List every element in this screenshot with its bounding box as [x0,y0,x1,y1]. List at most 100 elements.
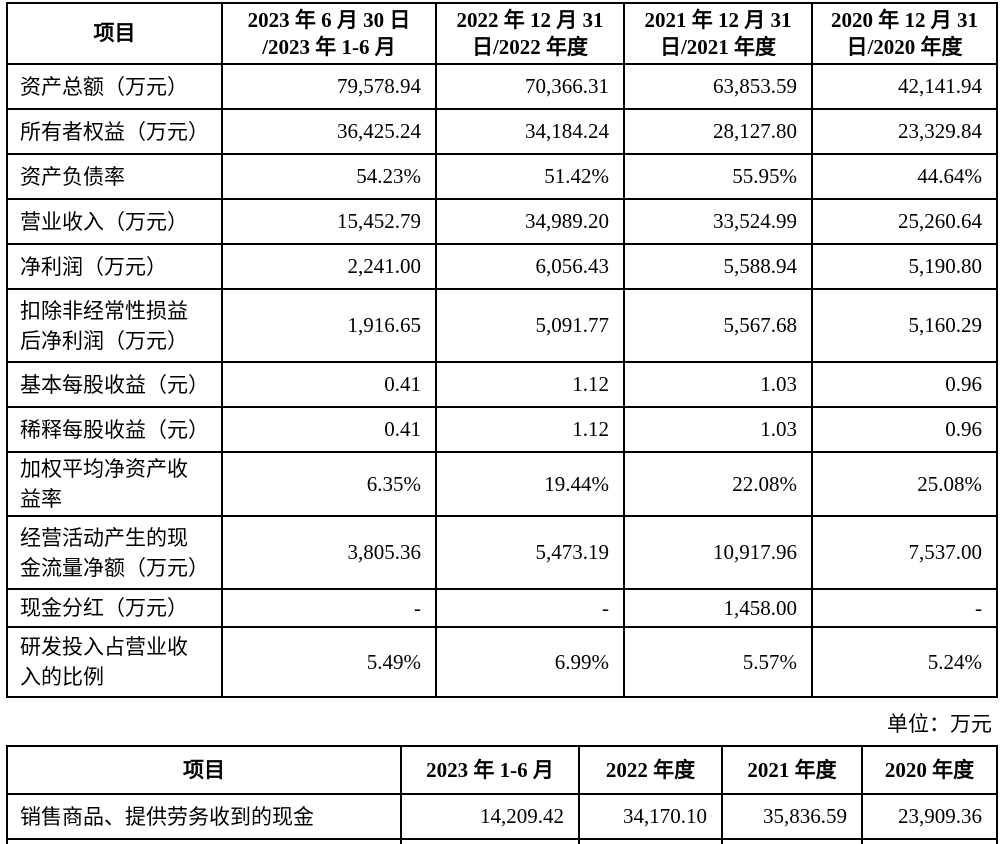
table-row-cash-from-sales: 销售商品、提供劳务收到的现金 14,209.42 34,170.10 35,83… [6,793,998,840]
row-label: 现金分红（万元） [6,588,223,628]
header-item: 项目 [6,2,223,65]
cell-value: 33,524.99 [623,198,813,245]
cell-value: 23,329.84 [811,108,998,155]
cell-value: 6.35% [221,451,437,517]
header-period-2022: 2022 年 12 月 31 日/2022 年度 [435,2,625,65]
cell-value: 51.42% [435,153,625,200]
financial-summary-table-header: 项目 2023 年 6 月 30 日 /2023 年 1-6 月 2022 年 … [6,2,998,65]
cell-value: 5,160.29 [811,288,998,363]
cell-value: 1,916.65 [221,288,437,363]
row-label: 稀释每股收益（元） [6,406,223,453]
cell-value: 5,473.19 [435,515,625,590]
cell-value: 5,190.80 [811,243,998,290]
table-row-net-profit: 净利润（万元） 2,241.00 6,056.43 5,588.94 5,190… [6,243,998,290]
row-label: 资产负债率 [6,153,223,200]
cell-value: 42,141.94 [811,63,998,110]
cell-value: 6.99% [435,626,625,698]
cell-value-empty [861,838,998,844]
cell-value: 34,989.20 [435,198,625,245]
cell-value: 5,588.94 [623,243,813,290]
cell-value-empty [721,838,863,844]
header-item: 项目 [6,745,402,795]
row-label: 资产总额（万元） [6,63,223,110]
cell-value: 5.49% [221,626,437,698]
cell-value: 35,836.59 [721,793,863,840]
table-row-cash-dividend: 现金分红（万元） - - 1,458.00 - [6,588,998,628]
header-2023-h1: 2023 年 1-6 月 [400,745,580,795]
cell-value: 14,209.42 [400,793,580,840]
table-row-rd-ratio: 研发投入占营业收 入的比例 5.49% 6.99% 5.57% 5.24% [6,626,998,698]
cash-flow-table: 项目 2023 年 1-6 月 2022 年度 2021 年度 2020 年度 … [6,745,998,844]
header-period-2020: 2020 年 12 月 31 日/2020 年度 [811,2,998,65]
cell-value: 1.12 [435,406,625,453]
cell-value: 55.95% [623,153,813,200]
table-row-owners-equity: 所有者权益（万元） 36,425.24 34,184.24 28,127.80 … [6,108,998,155]
cell-value-empty [578,838,723,844]
header-period-2023: 2023 年 6 月 30 日 /2023 年 1-6 月 [221,2,437,65]
cell-value: 5,091.77 [435,288,625,363]
header-2021: 2021 年度 [721,745,863,795]
cell-value: 10,917.96 [623,515,813,590]
financial-summary-table: 项目 2023 年 6 月 30 日 /2023 年 1-6 月 2022 年 … [6,2,998,698]
cell-value: 7,537.00 [811,515,998,590]
cell-value: 79,578.94 [221,63,437,110]
cell-value: 5.57% [623,626,813,698]
table-row-partial [6,838,998,844]
table-row-total-assets: 资产总额（万元） 79,578.94 70,366.31 63,853.59 4… [6,63,998,110]
cell-value: 25,260.64 [811,198,998,245]
cell-value: 23,909.36 [861,793,998,840]
cell-value: 6,056.43 [435,243,625,290]
cell-value: 1.12 [435,361,625,408]
cell-value: 2,241.00 [221,243,437,290]
header-period-2021: 2021 年 12 月 31 日/2021 年度 [623,2,813,65]
row-label: 扣除非经常性损益 后净利润（万元） [6,288,223,363]
cell-value: 36,425.24 [221,108,437,155]
unit-label: 单位：万元 [887,712,992,736]
cell-value: 63,853.59 [623,63,813,110]
row-label: 销售商品、提供劳务收到的现金 [6,793,402,840]
header-row: 项目 2023 年 1-6 月 2022 年度 2021 年度 2020 年度 [6,745,998,795]
cell-value: - [811,588,998,628]
cell-value: 54.23% [221,153,437,200]
table-row-basic-eps: 基本每股收益（元） 0.41 1.12 1.03 0.96 [6,361,998,408]
row-label: 基本每股收益（元） [6,361,223,408]
row-label: 营业收入（万元） [6,198,223,245]
table-row-net-profit-excl-nonrecurring: 扣除非经常性损益 后净利润（万元） 1,916.65 5,091.77 5,56… [6,288,998,363]
cell-value: 34,170.10 [578,793,723,840]
cell-value-empty [400,838,580,844]
row-label: 经营活动产生的现 金流量净额（万元） [6,515,223,590]
cell-value: 1.03 [623,361,813,408]
cell-value: 70,366.31 [435,63,625,110]
table-row-operating-cash-flow: 经营活动产生的现 金流量净额（万元） 3,805.36 5,473.19 10,… [6,515,998,590]
header-2022: 2022 年度 [578,745,723,795]
cell-value: 0.96 [811,361,998,408]
cell-value: 5.24% [811,626,998,698]
cell-value: 0.96 [811,406,998,453]
cell-value: 44.64% [811,153,998,200]
header-2020: 2020 年度 [861,745,998,795]
cell-value: 3,805.36 [221,515,437,590]
cell-value: 0.41 [221,361,437,408]
row-label-empty [6,838,402,844]
cell-value: - [435,588,625,628]
table-row-diluted-eps: 稀释每股收益（元） 0.41 1.12 1.03 0.96 [6,406,998,453]
cell-value: 25.08% [811,451,998,517]
row-label: 加权平均净资产收 益率 [6,451,223,517]
row-label: 研发投入占营业收 入的比例 [6,626,223,698]
cell-value: 1.03 [623,406,813,453]
cell-value: 1,458.00 [623,588,813,628]
table-row-weighted-avg-roe: 加权平均净资产收 益率 6.35% 19.44% 22.08% 25.08% [6,451,998,517]
table-row-operating-revenue: 营业收入（万元） 15,452.79 34,989.20 33,524.99 2… [6,198,998,245]
cell-value: - [221,588,437,628]
cell-value: 34,184.24 [435,108,625,155]
cash-flow-table-header: 项目 2023 年 1-6 月 2022 年度 2021 年度 2020 年度 [6,745,998,795]
cell-value: 19.44% [435,451,625,517]
cell-value: 15,452.79 [221,198,437,245]
header-row: 项目 2023 年 6 月 30 日 /2023 年 1-6 月 2022 年 … [6,2,998,65]
cell-value: 28,127.80 [623,108,813,155]
cell-value: 0.41 [221,406,437,453]
table-row-debt-ratio: 资产负债率 54.23% 51.42% 55.95% 44.64% [6,153,998,200]
cell-value: 22.08% [623,451,813,517]
row-label: 净利润（万元） [6,243,223,290]
